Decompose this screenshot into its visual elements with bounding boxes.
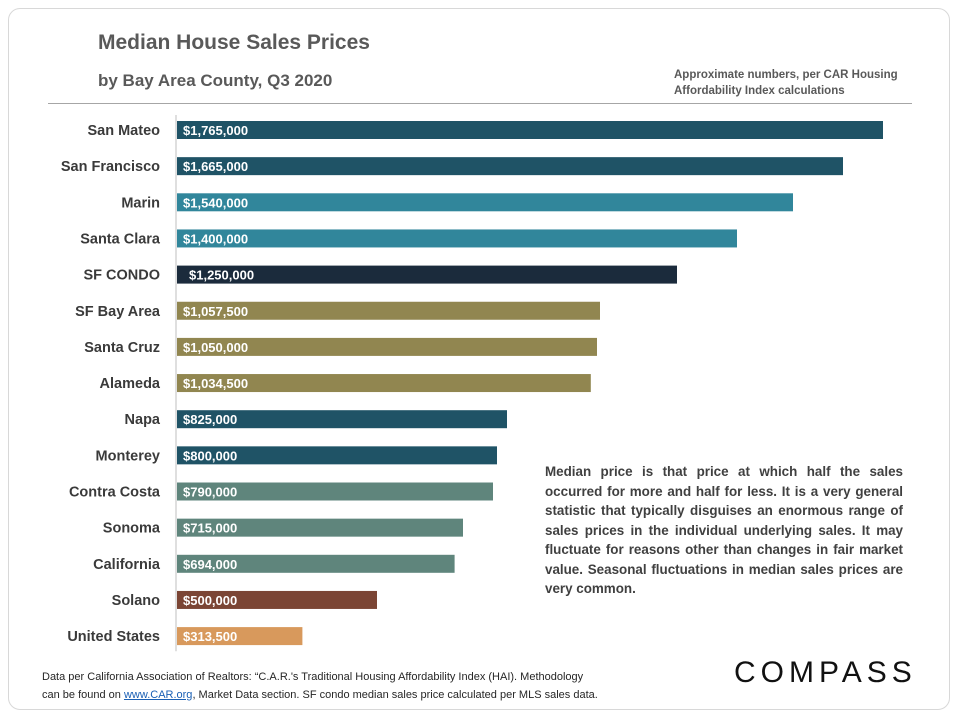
car-link[interactable]: www.CAR.org (123, 689, 193, 701)
bar-santa-clara (177, 229, 737, 248)
category-label: Marin (121, 195, 160, 211)
compass-logo: COMPASS (734, 656, 917, 689)
bar-alameda (177, 374, 591, 393)
value-label: $1,034,500 (183, 376, 248, 391)
category-label: Santa Cruz (84, 340, 160, 356)
category-label: SF CONDO (83, 268, 160, 284)
chart-title: Median House Sales Prices (98, 31, 370, 54)
category-label: San Mateo (87, 123, 160, 139)
category-label: United States (67, 629, 160, 645)
category-label: SF Bay Area (75, 304, 161, 320)
bar-san-mateo (177, 121, 883, 139)
bar-sonoma (177, 518, 463, 537)
footer-line-2: can be found on www.CAR.org, Market Data… (42, 686, 598, 704)
source-note: Approximate numbers, per CAR Housing Aff… (674, 67, 914, 99)
bar-san-francisco (177, 157, 843, 176)
value-label: $1,050,000 (183, 340, 248, 355)
category-label: Napa (125, 412, 161, 428)
value-label: $1,057,500 (183, 304, 248, 319)
value-label: $1,765,000 (183, 123, 248, 138)
value-label: $800,000 (183, 448, 237, 463)
value-label: $1,400,000 (183, 231, 248, 246)
bar-united-states (177, 627, 303, 646)
description-text: Median price is that price at which half… (545, 464, 903, 596)
footer-line-2-prefix: can be found on (42, 689, 124, 701)
value-label: $694,000 (183, 557, 237, 572)
value-label: $500,000 (183, 593, 237, 608)
value-label: $790,000 (183, 485, 237, 500)
bar-sf-bay-area (177, 301, 600, 320)
category-label: Santa Clara (80, 231, 161, 247)
bar-sf-condo (177, 265, 677, 284)
bar-napa (177, 410, 507, 429)
bar-california (177, 554, 455, 573)
value-label: $1,665,000 (183, 159, 248, 174)
category-label: Sonoma (103, 521, 161, 537)
category-label: Solano (112, 593, 160, 609)
bar-santa-cruz (177, 337, 597, 356)
category-label: Alameda (100, 376, 161, 392)
footer-line-2-suffix: , Market Data section. SF condo median s… (192, 689, 598, 701)
category-label: Contra Costa (69, 485, 161, 501)
header-divider (48, 103, 912, 104)
source-note-line-1: Approximate numbers, per CAR Housing (674, 69, 898, 81)
category-label: San Francisco (61, 159, 160, 175)
value-label: $825,000 (183, 412, 237, 427)
bar-monterey (177, 446, 497, 465)
bar-solano (177, 590, 377, 609)
source-note-line-2: Affordability Index calculations (674, 85, 845, 97)
chart-subtitle: by Bay Area County, Q3 2020 (98, 71, 333, 90)
bar-contra-costa (177, 482, 493, 501)
value-label: $715,000 (183, 521, 237, 536)
value-label: $1,250,000 (189, 268, 254, 283)
value-label: $313,500 (183, 629, 237, 644)
footer-line-1: Data per California Association of Realt… (42, 671, 584, 683)
category-label: Monterey (96, 448, 160, 464)
bar-marin (177, 193, 793, 212)
footer-citation: Data per California Association of Realt… (42, 668, 598, 704)
value-label: $1,540,000 (183, 195, 248, 210)
category-label: California (93, 557, 161, 573)
